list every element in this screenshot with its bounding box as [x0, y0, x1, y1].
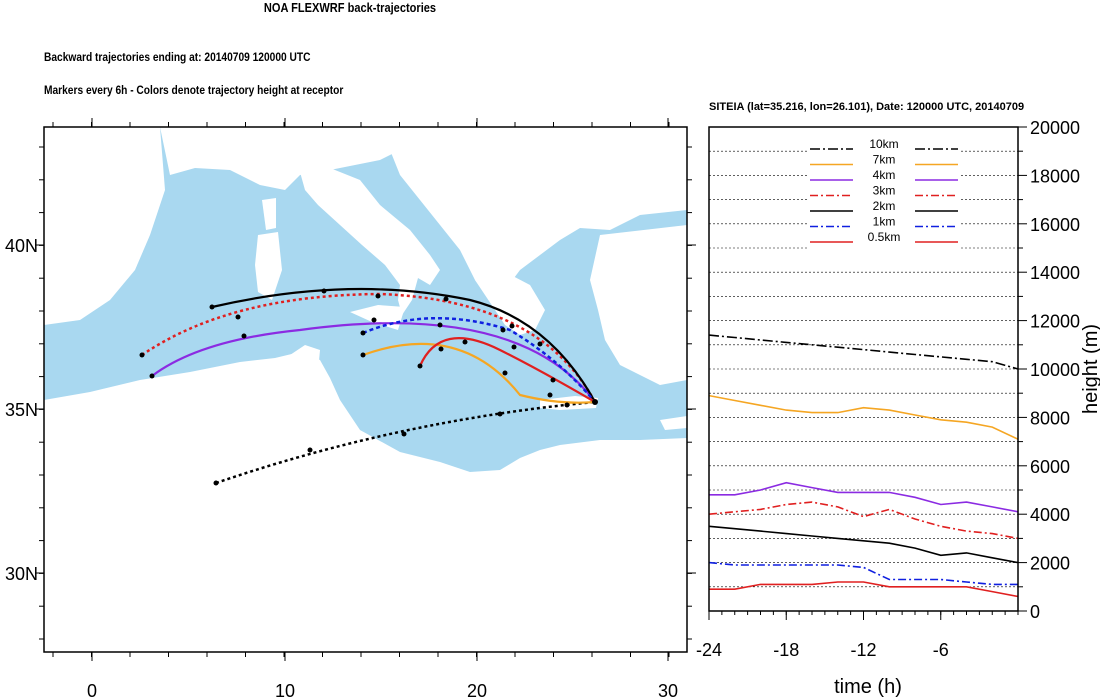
series-line-0.5km — [709, 581, 1019, 598]
series-line-10km — [708, 334, 1019, 370]
lat-tick-35n: 35N — [5, 400, 38, 420]
marker — [511, 344, 517, 350]
land-europe-north — [160, 127, 420, 190]
six-hour-markers — [139, 288, 598, 486]
trajectory-0p5km — [418, 337, 596, 403]
land-balkans — [390, 127, 687, 300]
marker — [375, 293, 381, 299]
lat-tick-30n: 30N — [5, 564, 38, 584]
series-line-2km — [708, 525, 1019, 564]
marker — [592, 399, 598, 405]
land-greece — [475, 272, 545, 335]
map-ticks — [35, 118, 696, 661]
land-anatolia — [590, 225, 687, 385]
marker — [139, 352, 145, 358]
y-tick-label: 4000 — [1030, 505, 1070, 525]
land-north-africa — [44, 352, 687, 652]
marker — [149, 373, 155, 379]
y-tick-label: 14000 — [1030, 263, 1080, 283]
x-axis-label: time (h) — [834, 676, 902, 698]
marker — [550, 377, 556, 383]
marker — [307, 447, 313, 453]
legend-label: 2km — [873, 199, 896, 213]
marker — [547, 392, 553, 398]
y-tick-label: 10000 — [1030, 360, 1080, 380]
legend-label: 10km — [869, 137, 898, 151]
lat-tick-40n: 40N — [5, 236, 38, 256]
trajectory-10km — [215, 400, 596, 485]
lon-tick-30: 30 — [658, 681, 678, 700]
legend-label: 7km — [873, 153, 896, 167]
marker — [438, 346, 444, 352]
marker — [213, 480, 219, 486]
marker — [443, 296, 449, 302]
lon-tick-0: 0 — [87, 681, 97, 700]
trajectory-lines — [141, 287, 597, 485]
figure-title: NOA FLEXWRF back-trajectories — [263, 0, 437, 15]
subtitle-end-time: Backward trajectories ending at: 2014070… — [44, 50, 311, 64]
lon-tick-20: 20 — [467, 681, 487, 700]
marker — [401, 431, 407, 437]
trajectory-7km — [362, 342, 596, 404]
lon-tick-10: 10 — [275, 681, 295, 700]
x-tick-label: -6 — [933, 640, 949, 660]
trajectory-1km — [362, 316, 596, 403]
chart-series — [708, 334, 1019, 598]
land-iberia — [44, 127, 165, 325]
trajectory-2km — [211, 287, 596, 403]
trajectory-4km — [151, 322, 596, 403]
x-tick-label: -12 — [850, 640, 876, 660]
y-tick-label: 0 — [1030, 602, 1040, 622]
marker — [462, 339, 468, 345]
marker — [241, 333, 247, 339]
chart-title: SITEIA (lat=35.216, lon=26.101), Date: 1… — [709, 101, 1024, 113]
y-tick-label: 20000 — [1030, 118, 1080, 138]
x-tick-label: -24 — [696, 640, 722, 660]
y-tick-label: 12000 — [1030, 312, 1080, 332]
marker — [360, 352, 366, 358]
land-cyprus — [660, 416, 687, 430]
marker — [235, 314, 241, 320]
y-tick-label: 18000 — [1030, 166, 1080, 186]
y-tick-label: 6000 — [1030, 457, 1070, 477]
series-line-3km — [708, 501, 1019, 540]
legend-label: 0.5km — [868, 230, 901, 244]
x-tick-label: -18 — [773, 640, 799, 660]
series-line-4km — [709, 481, 1019, 513]
legend-label: 1km — [873, 215, 896, 229]
marker — [497, 411, 503, 417]
marker — [437, 322, 443, 328]
series-line-1km — [708, 561, 1018, 586]
series-line-7km — [708, 394, 1019, 440]
marker — [502, 370, 508, 376]
land-sardinia — [255, 232, 282, 300]
land-tunisia — [290, 345, 320, 395]
land-italy — [300, 168, 440, 315]
land-masses — [44, 127, 687, 652]
y-tick-label: 16000 — [1030, 215, 1080, 235]
legend-label: 3km — [873, 184, 896, 198]
trajectory-3km — [141, 292, 597, 403]
marker — [209, 304, 215, 310]
legend-label: 4km — [873, 168, 896, 182]
y-tick-label: 2000 — [1030, 554, 1070, 574]
map-frame — [43, 126, 688, 653]
marker — [500, 327, 506, 333]
y-axis-label: height (m) — [1080, 324, 1100, 414]
marker — [360, 330, 366, 336]
marker — [509, 323, 515, 329]
marker — [417, 363, 423, 369]
marker — [371, 317, 377, 323]
subtitle-markers-note: Markers every 6h - Colors denote traject… — [44, 83, 344, 97]
land-corsica — [262, 198, 276, 230]
marker — [321, 288, 327, 294]
y-tick-label: 8000 — [1030, 408, 1070, 428]
marker — [537, 341, 543, 347]
chart-axes: 0 2000 4000 6000 8000 10000 12000 14000 16000 180… — [696, 118, 1080, 660]
marker — [564, 402, 570, 408]
